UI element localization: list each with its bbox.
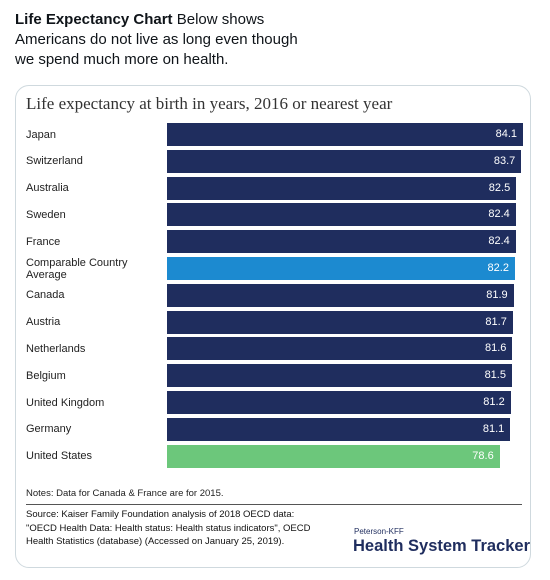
y-tick-label: Germany — [26, 423, 72, 436]
value-label: 82.5 — [488, 181, 511, 194]
bar — [167, 337, 513, 361]
bar — [167, 257, 515, 280]
notes: Notes: Data for Canada & France are for … — [26, 488, 224, 499]
chart-card[interactable]: Life expectancy at birth in years, 2016 … — [15, 85, 531, 568]
value-label: 81.1 — [482, 422, 505, 435]
bar — [167, 123, 523, 146]
bar — [167, 230, 516, 254]
bar — [167, 149, 522, 173]
value-label: 82.4 — [488, 235, 510, 248]
post-body: Below shows Americans do not live as lon… — [15, 11, 298, 68]
value-label: 81.9 — [486, 288, 508, 301]
bar — [167, 364, 512, 388]
y-tick-label: Switzerland — [26, 155, 83, 168]
brand-small: Peterson-KFF — [354, 527, 404, 536]
post-title: Life Expectancy Chart — [15, 11, 173, 28]
bar — [167, 176, 517, 200]
chart-title: Life expectancy at birth in years, 2016 … — [26, 94, 393, 113]
bar — [167, 391, 511, 414]
y-tick-label: Australia — [26, 182, 69, 195]
value-label: 84.1 — [495, 128, 517, 140]
value-label: 81.6 — [484, 342, 507, 355]
y-tick-label: Sweden — [26, 208, 66, 221]
y-tick-label: Austria — [26, 316, 61, 329]
bar — [167, 444, 500, 468]
source: Source: Kaiser Family Foundation analysi… — [26, 509, 311, 547]
y-tick-label: United Kingdom — [26, 396, 105, 409]
post-text: Life Expectancy Chart Below shows Americ… — [15, 10, 315, 70]
y-tick-label: Japan — [26, 128, 56, 141]
y-tick-label: Canada — [26, 289, 65, 302]
y-tick-label: Comparable Country Average — [26, 256, 128, 281]
y-tick-label: Belgium — [26, 369, 66, 382]
value-label: 82.4 — [488, 208, 510, 221]
bar — [167, 283, 514, 307]
brand: Health System Tracker — [353, 537, 531, 555]
y-tick-label: Netherlands — [26, 342, 86, 355]
divider — [26, 504, 522, 505]
value-label: 83.7 — [493, 154, 516, 167]
y-tick-label: United States — [26, 450, 93, 463]
value-label: 81.7 — [485, 315, 507, 328]
value-label: 81.5 — [484, 369, 506, 382]
bar — [167, 417, 511, 441]
value-label: 82.2 — [487, 262, 509, 274]
value-label: 78.6 — [472, 449, 494, 462]
value-label: 81.2 — [483, 396, 505, 408]
bar — [167, 310, 513, 334]
y-tick-label: France — [26, 235, 61, 248]
bar — [167, 203, 516, 227]
